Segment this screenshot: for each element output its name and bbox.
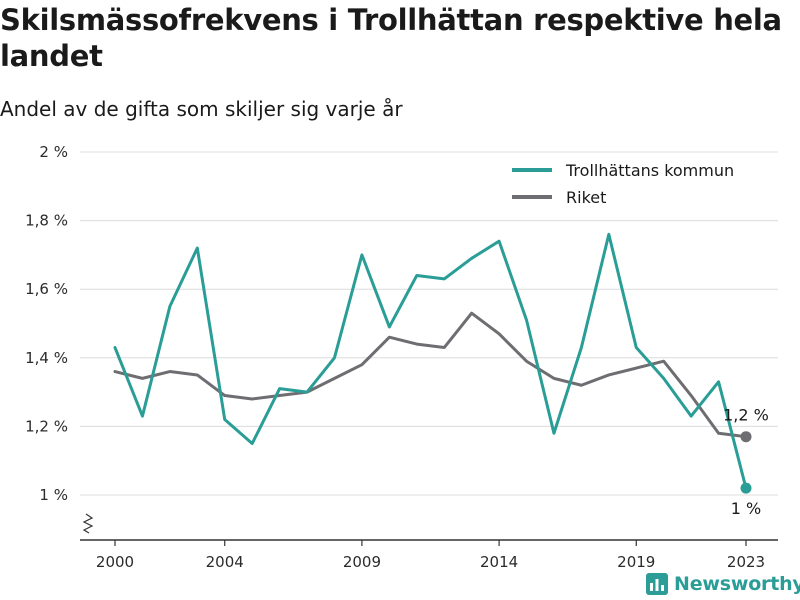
x-tick-label: 2004 xyxy=(206,553,244,571)
y-tick-label: 1,8 % xyxy=(25,212,68,230)
x-tick-label: 2019 xyxy=(617,553,655,571)
x-tick-label: 2014 xyxy=(480,553,518,571)
series-lines: 1 % 1,2 % xyxy=(113,232,769,518)
x-tick-label: 2000 xyxy=(96,553,134,571)
chart-subtitle: Andel av de gifta som skiljer sig varje … xyxy=(0,97,403,121)
newsworthy-logo: Newsworthy xyxy=(646,570,800,598)
brand-name: Newsworthy xyxy=(674,573,800,595)
axis-break-icon xyxy=(82,513,94,534)
chart-title: Skilsmässofrekvens i Trollhättan respekt… xyxy=(0,3,782,73)
x-tick-label: 2009 xyxy=(343,553,381,571)
y-tick-label: 1 % xyxy=(39,486,68,504)
y-tick-label: 1,4 % xyxy=(25,349,68,367)
grid-lines xyxy=(80,151,778,496)
series-end-marker xyxy=(740,431,752,443)
y-tick-label: 1,6 % xyxy=(25,280,68,298)
y-tick-label: 2 % xyxy=(39,143,68,161)
bar-chart-logo-icon xyxy=(646,573,668,595)
end-value-label-riket: 1,2 % xyxy=(723,406,769,425)
legend: Trollhättans kommun Riket xyxy=(512,161,734,207)
x-axis: 2000 2004 2009 2014 2019 2023 xyxy=(80,513,778,571)
y-tick-label: 1,2 % xyxy=(25,417,68,435)
series-line-trollhattan xyxy=(113,232,748,490)
legend-label: Riket xyxy=(566,188,606,207)
x-tick-label: 2023 xyxy=(727,553,765,571)
end-value-label-trollhattan: 1 % xyxy=(731,499,761,518)
y-axis-tick-labels: 1 % 1,2 % 1,4 % 1,6 % 1,8 % 2 % xyxy=(25,143,68,504)
legend-label: Trollhättans kommun xyxy=(565,161,734,180)
series-end-marker xyxy=(740,482,752,494)
